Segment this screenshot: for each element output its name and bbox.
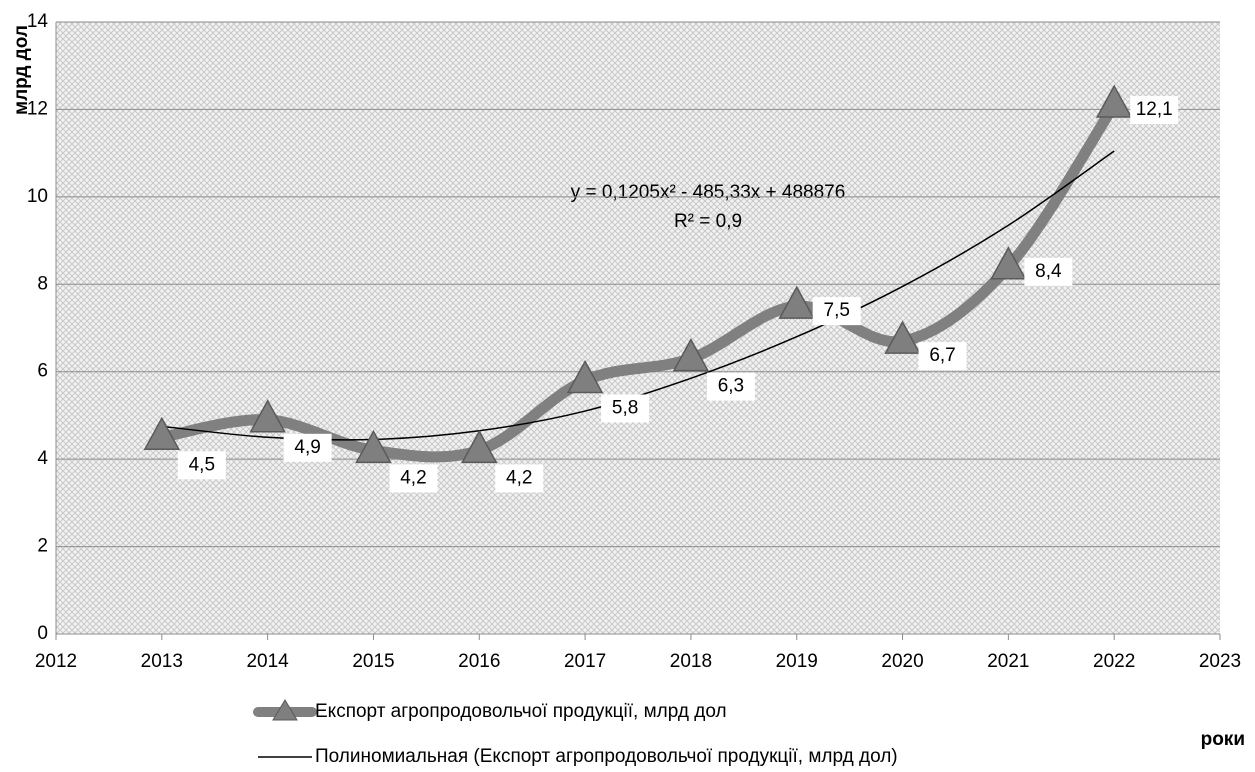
x-tick-label: 2015	[352, 651, 394, 672]
x-tick-label: 2020	[881, 651, 923, 672]
y-tick-label: 2	[37, 536, 48, 557]
label-bg	[389, 464, 438, 493]
x-tick-label: 2014	[246, 651, 289, 672]
label-bg	[495, 464, 544, 493]
trend-r2: R² = 0,9	[674, 211, 742, 232]
y-tick-label: 0	[37, 623, 48, 644]
marker	[1095, 84, 1133, 118]
x-tick-label: 2017	[564, 651, 606, 672]
label-bg	[283, 433, 332, 462]
y-tick-label: 12	[27, 98, 48, 119]
x-tick-label: 2012	[35, 651, 77, 672]
label-bg	[1024, 257, 1073, 286]
data-label: 4,9	[294, 437, 320, 458]
legend-marker	[272, 699, 298, 721]
data-label: 4,2	[400, 467, 426, 488]
marker	[143, 416, 181, 451]
y-tick-label: 8	[37, 273, 48, 294]
data-label: 6,7	[929, 345, 955, 366]
marker	[778, 285, 815, 319]
x-axis-label: роки	[1201, 729, 1245, 750]
plot-area	[56, 22, 1220, 634]
x-tick-label: 2023	[1199, 651, 1241, 672]
data-label: 4,2	[506, 467, 532, 488]
marker	[566, 359, 604, 394]
x-tick-label: 2013	[141, 651, 183, 672]
marker	[355, 429, 392, 464]
marker	[249, 399, 286, 433]
data-label: 6,3	[718, 376, 744, 397]
label-bg	[918, 342, 967, 371]
label-bg	[177, 451, 226, 480]
label-bg	[812, 297, 861, 326]
data-label: 5,8	[612, 397, 638, 418]
marker	[672, 338, 710, 372]
x-tick-label: 2016	[458, 651, 500, 672]
marker	[884, 320, 921, 354]
data-line	[156, 99, 1120, 463]
marker	[990, 246, 1027, 280]
y-axis-label: млрд дол	[11, 25, 32, 115]
y-tick-label: 14	[27, 11, 49, 32]
data-label: 4,5	[189, 454, 215, 475]
x-tick-label: 2022	[1093, 651, 1135, 672]
data-label: 7,5	[824, 300, 850, 321]
data-label: 8,4	[1035, 261, 1062, 282]
x-tick-label: 2018	[670, 651, 712, 672]
x-tick-label: 2019	[776, 651, 818, 672]
y-tick-label: 4	[37, 448, 48, 469]
trend-equation: y = 0,1205x² - 485,33x + 488876	[571, 182, 846, 203]
x-tick-label: 2021	[987, 651, 1029, 672]
y-tick-label: 10	[27, 186, 48, 207]
legend-label: Полиномиальная (Експорт агропродовольчої…	[315, 746, 898, 767]
label-bg	[601, 394, 650, 423]
data-label: 12,1	[1136, 99, 1173, 120]
legend-label: Експорт агропродовольчої продукції, млрд…	[315, 701, 727, 722]
label-bg	[706, 372, 755, 401]
y-tick-label: 6	[37, 361, 48, 382]
label-bg	[1130, 96, 1179, 125]
marker	[461, 429, 498, 464]
